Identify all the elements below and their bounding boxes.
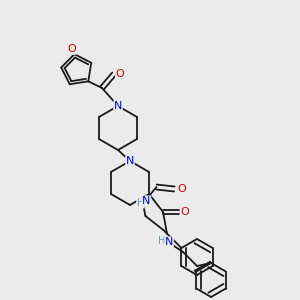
Text: N: N bbox=[114, 101, 122, 111]
Text: O: O bbox=[116, 69, 124, 79]
Text: O: O bbox=[181, 207, 189, 217]
Text: H: H bbox=[158, 236, 166, 246]
Text: H: H bbox=[137, 198, 144, 208]
Text: N: N bbox=[165, 237, 173, 247]
Text: N: N bbox=[126, 156, 134, 166]
Text: O: O bbox=[67, 44, 76, 54]
Text: O: O bbox=[177, 184, 186, 194]
Text: N: N bbox=[142, 196, 151, 206]
